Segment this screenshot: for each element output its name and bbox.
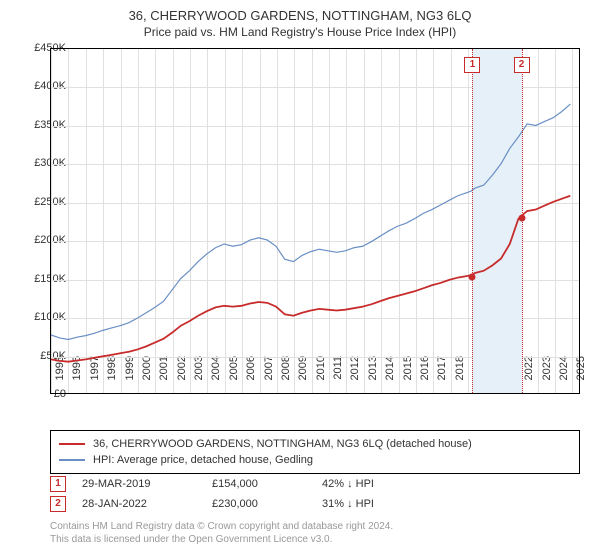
transaction-price: £230,000: [212, 498, 322, 510]
transaction-delta: 31% ↓ HPI: [322, 498, 422, 510]
transaction-delta: 42% ↓ HPI: [322, 478, 422, 490]
transaction-badge: 1: [50, 476, 66, 492]
chart-container: 36, CHERRYWOOD GARDENS, NOTTINGHAM, NG3 …: [0, 0, 600, 560]
marker-dot: [518, 215, 525, 222]
marker-dot: [469, 273, 476, 280]
marker-badge: 2: [514, 57, 530, 73]
footer-line: This data is licensed under the Open Gov…: [50, 533, 393, 546]
chart-title: 36, CHERRYWOOD GARDENS, NOTTINGHAM, NG3 …: [0, 8, 600, 23]
chart-subtitle: Price paid vs. HM Land Registry's House …: [0, 25, 600, 39]
plot-area: 12: [50, 48, 580, 394]
transaction-row: 1 29-MAR-2019£154,00042% ↓ HPI: [50, 474, 422, 494]
transaction-badge: 2: [50, 496, 66, 512]
transaction-date: 29-MAR-2019: [82, 478, 212, 490]
legend-swatch: [59, 443, 85, 445]
footer-line: Contains HM Land Registry data © Crown c…: [50, 520, 393, 533]
transactions-table: 1 29-MAR-2019£154,00042% ↓ HPI 2 28-JAN-202…: [50, 474, 422, 514]
series-property: [51, 196, 570, 362]
legend-item: HPI: Average price, detached house, Gedl…: [59, 452, 571, 468]
series-hpi: [51, 104, 570, 339]
title-block: 36, CHERRYWOOD GARDENS, NOTTINGHAM, NG3 …: [0, 0, 600, 39]
transaction-row: 2 28-JAN-2022£230,00031% ↓ HPI: [50, 494, 422, 514]
footer: Contains HM Land Registry data © Crown c…: [50, 520, 393, 546]
legend-swatch: [59, 459, 85, 461]
legend: 36, CHERRYWOOD GARDENS, NOTTINGHAM, NG3 …: [50, 430, 580, 474]
legend-item: 36, CHERRYWOOD GARDENS, NOTTINGHAM, NG3 …: [59, 436, 571, 452]
legend-label: 36, CHERRYWOOD GARDENS, NOTTINGHAM, NG3 …: [93, 438, 472, 450]
series-lines: [51, 49, 579, 393]
marker-line: [472, 49, 473, 393]
legend-label: HPI: Average price, detached house, Gedl…: [93, 454, 313, 466]
transaction-date: 28-JAN-2022: [82, 498, 212, 510]
marker-badge: 1: [464, 57, 480, 73]
transaction-price: £154,000: [212, 478, 322, 490]
